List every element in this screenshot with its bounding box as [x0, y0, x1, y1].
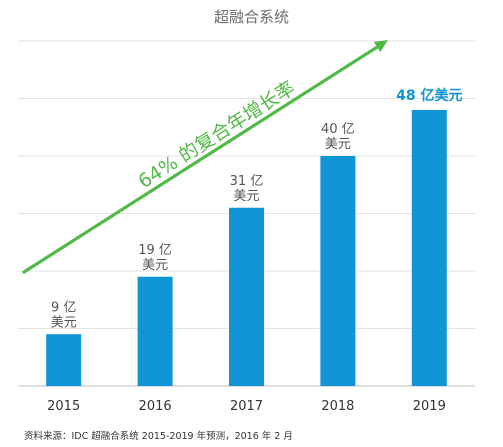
data-label-unit: 美元 — [51, 315, 77, 330]
bar — [229, 207, 264, 386]
growth-annotation: 64% 的复合年增长率 — [134, 77, 299, 193]
data-label: 40 亿 — [321, 122, 355, 137]
data-label-unit: 美元 — [233, 189, 259, 204]
bar — [137, 276, 173, 386]
x-tick-label: 2018 — [321, 399, 354, 414]
source-note: 资料来源：IDC 超融合系统 2015-2019 年预测，2016 年 2 月 — [24, 431, 293, 442]
x-tick-label: 2019 — [413, 399, 446, 414]
data-label: 31 亿 — [230, 174, 264, 189]
growth-arrow-line — [22, 42, 384, 274]
x-tick-label: 2015 — [47, 399, 80, 414]
bar — [46, 334, 82, 386]
x-tick-label: 2016 — [139, 399, 172, 414]
x-tick-label: 2017 — [230, 399, 263, 414]
chart-title: 超融合系统 — [213, 8, 289, 26]
data-label-unit: 美元 — [325, 137, 351, 152]
data-label: 9 亿 — [51, 300, 76, 315]
data-label-unit: 美元 — [142, 258, 168, 273]
growth-arrow-head — [373, 40, 388, 53]
data-label: 19 亿 — [138, 243, 172, 258]
data-label-highlight: 48 亿美元 — [396, 87, 462, 104]
bar — [411, 110, 447, 386]
bar — [320, 156, 356, 386]
